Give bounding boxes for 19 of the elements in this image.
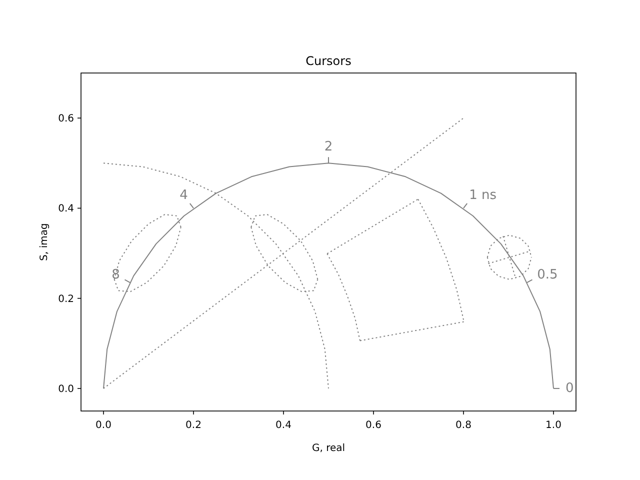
- annotation: 0.5: [537, 268, 558, 283]
- x-tick-label: 1.0: [546, 420, 562, 431]
- annotation: 0: [566, 380, 574, 396]
- y-tick-label: 0.4: [58, 204, 74, 215]
- x-tick-label: 0.0: [96, 420, 112, 431]
- annotation: 4: [180, 188, 188, 203]
- y-tick-label: 0.2: [58, 294, 74, 305]
- y-axis-title: S, imag: [39, 223, 50, 261]
- annotation: 8: [112, 268, 120, 283]
- annotation: 1 ns: [469, 188, 497, 203]
- y-tick-label: 0.6: [58, 114, 74, 125]
- x-tick-label: 0.6: [366, 420, 382, 431]
- chart-title: Cursors: [306, 54, 352, 68]
- x-axis-title: G, real: [312, 443, 346, 454]
- x-tick-label: 0.4: [276, 420, 292, 431]
- x-tick-label: 0.2: [186, 420, 202, 431]
- annotation: 2: [324, 140, 333, 155]
- x-tick-label: 0.8: [456, 420, 472, 431]
- y-tick-label: 0.0: [58, 384, 74, 395]
